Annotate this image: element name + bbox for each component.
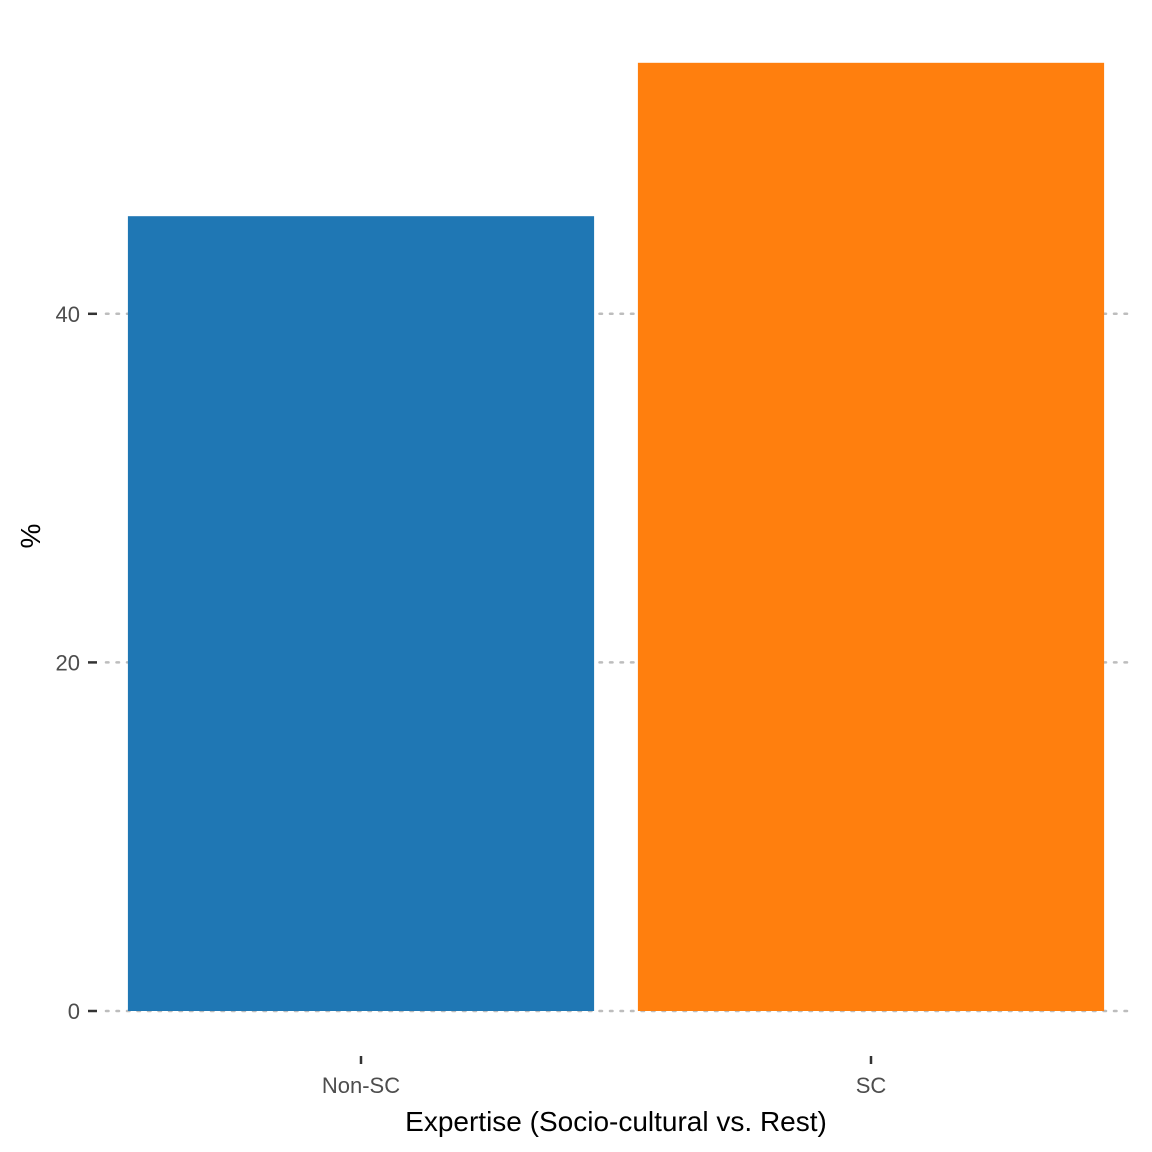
bar-non-sc: [127, 216, 595, 1011]
bars: [127, 62, 1105, 1012]
y-tick-label: 20: [56, 650, 80, 675]
bar-sc: [637, 62, 1105, 1012]
x-tick-label: Non-SC: [322, 1073, 400, 1098]
y-tick-label: 0: [68, 999, 80, 1024]
y-axis-title: %: [15, 524, 46, 549]
x-tick-label: SC: [856, 1073, 887, 1098]
y-tick-label: 40: [56, 302, 80, 327]
axes: 0 20 40 Non-SC SC: [56, 302, 887, 1098]
x-axis-title: Expertise (Socio-cultural vs. Rest): [405, 1106, 827, 1137]
